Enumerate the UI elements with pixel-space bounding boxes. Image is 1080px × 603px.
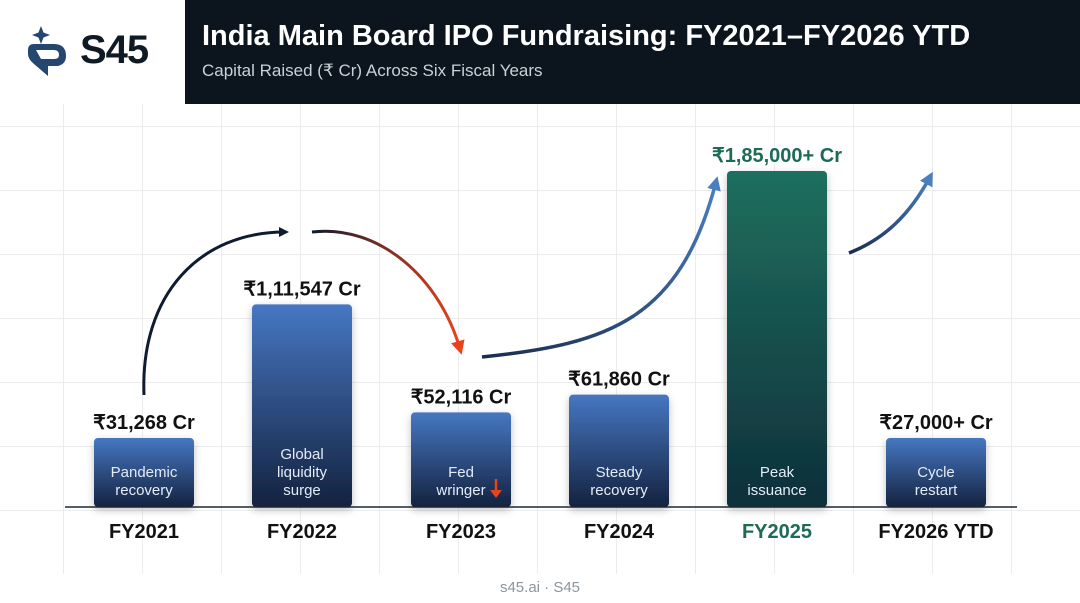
bar-annotation: surge (283, 482, 321, 499)
bar-annotation: Global (280, 446, 323, 463)
bar-chart: ₹31,268 CrPandemicrecoveryFY2021₹1,11,54… (65, 145, 1017, 543)
bar-annotation: wringer (435, 482, 485, 499)
logo: S45 (0, 0, 185, 104)
trend-arrow-rise-icon (481, 176, 721, 359)
trend-arrow-up-icon (142, 227, 289, 396)
x-tick-label: FY2026 YTD (878, 521, 993, 543)
chart-title: India Main Board IPO Fundraising: FY2021… (202, 20, 971, 52)
footer-credit: s45.ai · S45 (499, 579, 581, 596)
bar-fy2025 (727, 171, 827, 507)
bar-annotation: Pandemic (111, 464, 178, 481)
plot-area: ₹31,268 Cr Pandemic recovery FY2021 ₹1,11,54… (0, 104, 1080, 574)
x-tick-label: FY2021 (109, 521, 179, 543)
bar-annotation: recovery (115, 482, 173, 499)
brand-name: S45 (80, 28, 149, 72)
value-label: ₹31,268 Cr (93, 412, 195, 434)
value-label: ₹52,116 Cr (411, 386, 512, 408)
bar-annotation: Cycle (917, 464, 955, 481)
header: S45 India Main Board IPO Fundraising: FY… (0, 0, 1080, 104)
bar-annotation: issuance (747, 482, 806, 499)
bar-annotation: Steady (596, 464, 643, 481)
title-bar: India Main Board IPO Fundraising: FY2021… (185, 0, 1080, 104)
bar-fy2024 (569, 394, 669, 507)
bar-fy2021 (94, 438, 194, 507)
chart-subtitle: Capital Raised (₹ Cr) Across Six Fiscal … (202, 61, 543, 80)
decline-arrow-icon (490, 479, 502, 498)
value-label: ₹61,860 Cr (568, 369, 670, 391)
x-tick-label: FY2022 (267, 521, 337, 543)
value-label: ₹1,85,000+ Cr (712, 145, 842, 167)
x-tick-label: FY2025 (742, 521, 812, 543)
value-label: ₹1,11,547 Cr (243, 278, 360, 300)
bar-fy2023 (411, 412, 511, 507)
bar-annotation: Peak (760, 464, 795, 481)
bar-annotation: Fed (448, 464, 474, 481)
x-tick-label: FY2023 (426, 521, 496, 543)
bar-fy2022 (252, 304, 352, 507)
bar-annotation: restart (915, 482, 958, 499)
brand-logo-icon (28, 26, 66, 76)
x-tick-label: FY2024 (584, 521, 655, 543)
value-label: ₹27,000+ Cr (879, 412, 993, 434)
trend-arrow-restart-icon (848, 171, 933, 255)
bar-fy2026-ytd (886, 438, 986, 507)
bar-annotation: liquidity (277, 464, 328, 481)
bar-annotation: recovery (590, 482, 648, 499)
trend-arrow-down-icon (311, 229, 465, 355)
